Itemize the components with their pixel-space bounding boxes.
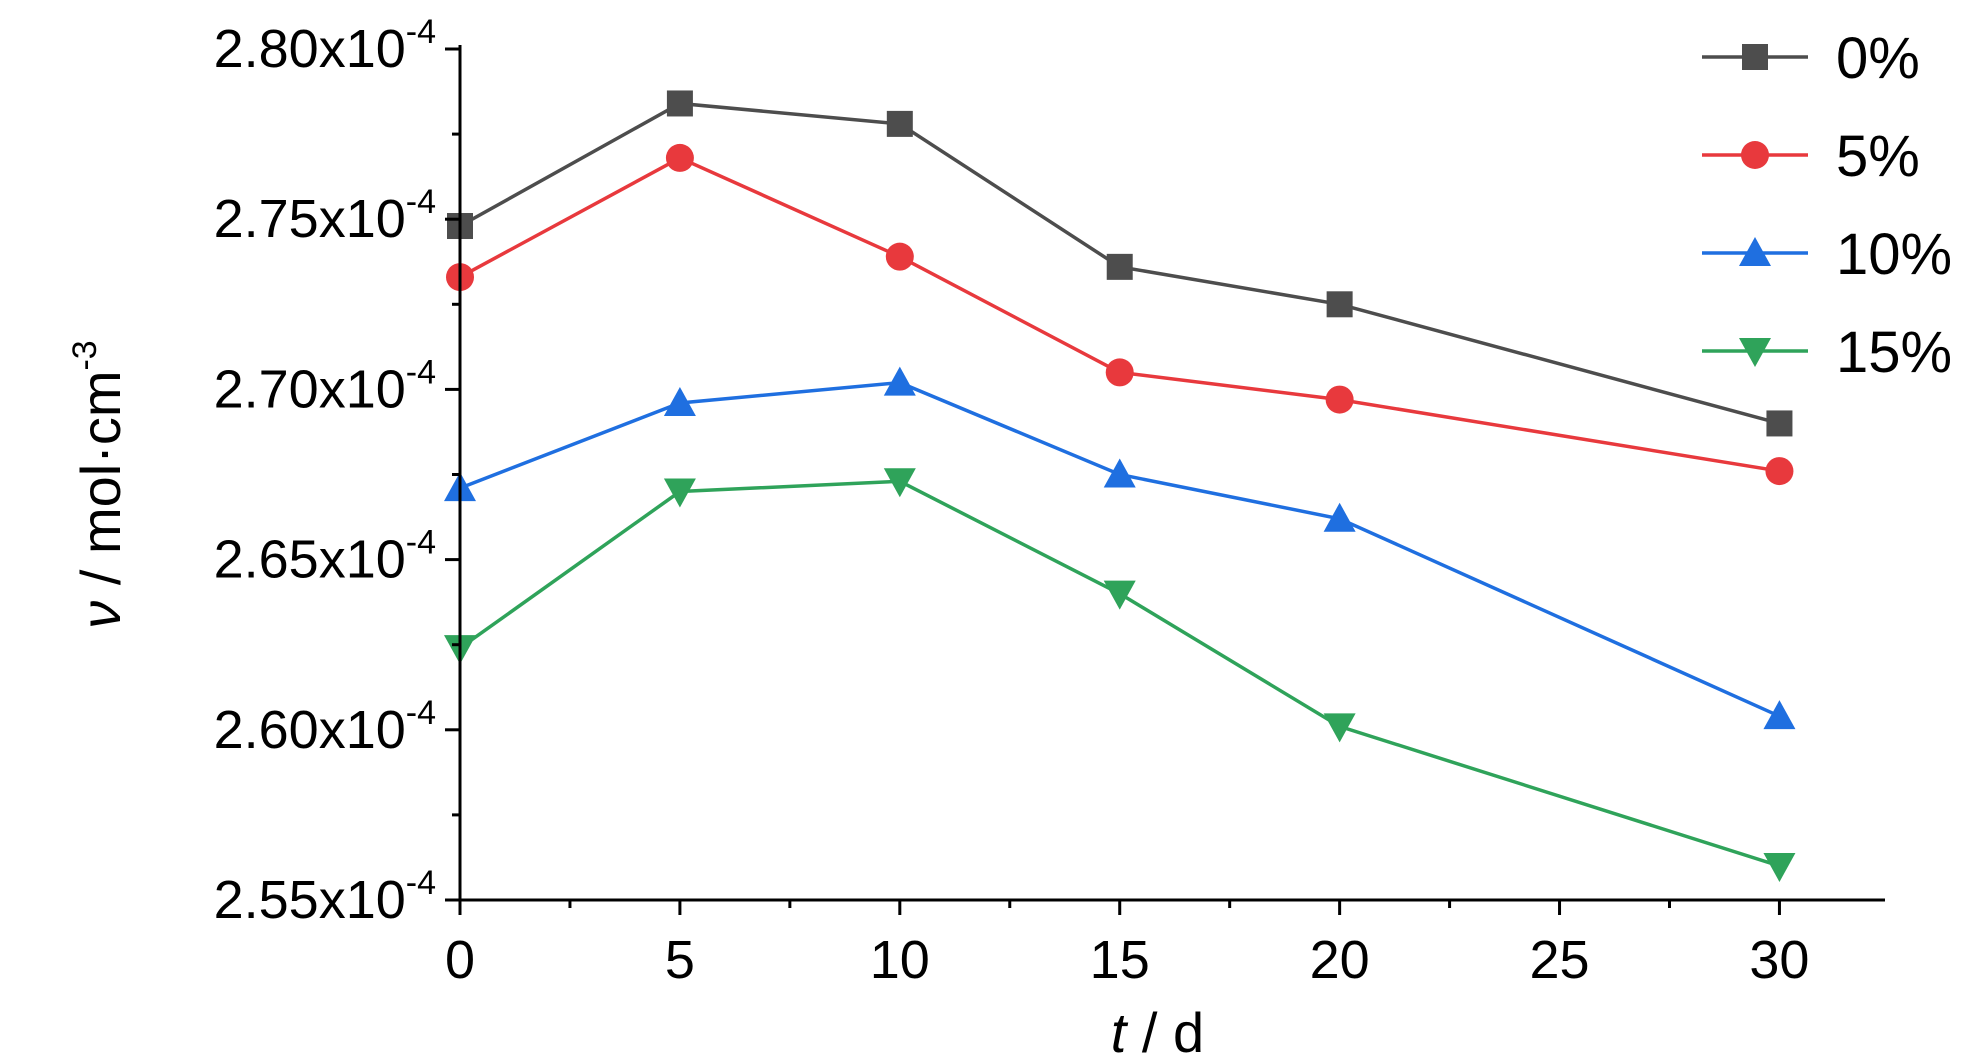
y-tick-label: 2.70x10-4	[214, 353, 436, 419]
data-point	[1763, 700, 1796, 730]
data-point	[1765, 457, 1794, 486]
legend: 0% 5% 10% 15%	[1702, 26, 1952, 385]
data-point	[883, 468, 916, 498]
data-point	[1323, 502, 1356, 532]
legend-label: 15%	[1836, 320, 1952, 385]
data-point	[663, 478, 696, 508]
y-tick-label: 2.80x10-4	[214, 13, 436, 79]
data-point	[666, 90, 693, 117]
x-tick-label: 30	[1749, 930, 1809, 990]
x-tick-label: 25	[1529, 930, 1589, 990]
series-line	[459, 380, 1781, 718]
legend-label: 0%	[1836, 26, 1920, 91]
series-layer	[444, 90, 1796, 882]
legend-label: 5%	[1836, 124, 1920, 189]
legend-marker	[1739, 338, 1771, 367]
legend-item-0: 0%	[1702, 26, 1920, 91]
data-point	[1326, 291, 1353, 318]
series-line	[459, 101, 1780, 426]
x-tick-label: 0	[445, 930, 475, 990]
data-point	[1325, 385, 1354, 414]
y-tick-label: 2.65x10-4	[214, 524, 436, 590]
axis-titles: t / d ν / mol·cm-3	[66, 340, 1204, 1063]
series-2	[444, 366, 1796, 730]
legend-item-1: 5%	[1702, 124, 1920, 189]
series-line	[459, 155, 1780, 473]
data-point	[886, 110, 913, 137]
y-tick-label: 2.75x10-4	[214, 183, 436, 249]
x-tick-label: 10	[870, 930, 930, 990]
data-point	[663, 387, 696, 417]
y-tick-label: 2.60x10-4	[214, 694, 436, 760]
data-point	[885, 242, 914, 271]
axes-layer	[445, 45, 1885, 915]
x-axis-title: t / d	[1111, 1001, 1204, 1063]
tick-labels: 0 5 10 15 20 25 30 2.55x10-4 2.60x10-4 2.65x10-4 2…	[214, 13, 1810, 990]
series-0	[447, 90, 1793, 437]
data-point	[1106, 253, 1133, 280]
data-point	[665, 143, 694, 172]
legend-marker	[1739, 237, 1771, 266]
legend-marker	[1742, 44, 1768, 70]
data-point	[883, 366, 916, 396]
legend-marker	[1741, 141, 1769, 169]
x-tick-label: 5	[665, 930, 695, 990]
data-point	[1105, 358, 1134, 387]
data-point	[1763, 852, 1796, 882]
series-3	[444, 468, 1796, 882]
series-line	[458, 479, 1780, 868]
data-point	[1103, 458, 1136, 488]
legend-label: 10%	[1836, 222, 1952, 287]
series-1	[446, 143, 1794, 486]
data-point	[1103, 580, 1136, 610]
y-tick-label: 2.55x10-4	[214, 864, 436, 930]
legend-item-3: 15%	[1702, 320, 1952, 385]
x-tick-label: 15	[1090, 930, 1150, 990]
x-tick-label: 20	[1310, 930, 1370, 990]
legend-item-2: 10%	[1702, 222, 1952, 287]
data-point	[1766, 410, 1793, 437]
y-axis-title: ν / mol·cm-3	[66, 340, 132, 628]
data-point	[1323, 713, 1356, 743]
